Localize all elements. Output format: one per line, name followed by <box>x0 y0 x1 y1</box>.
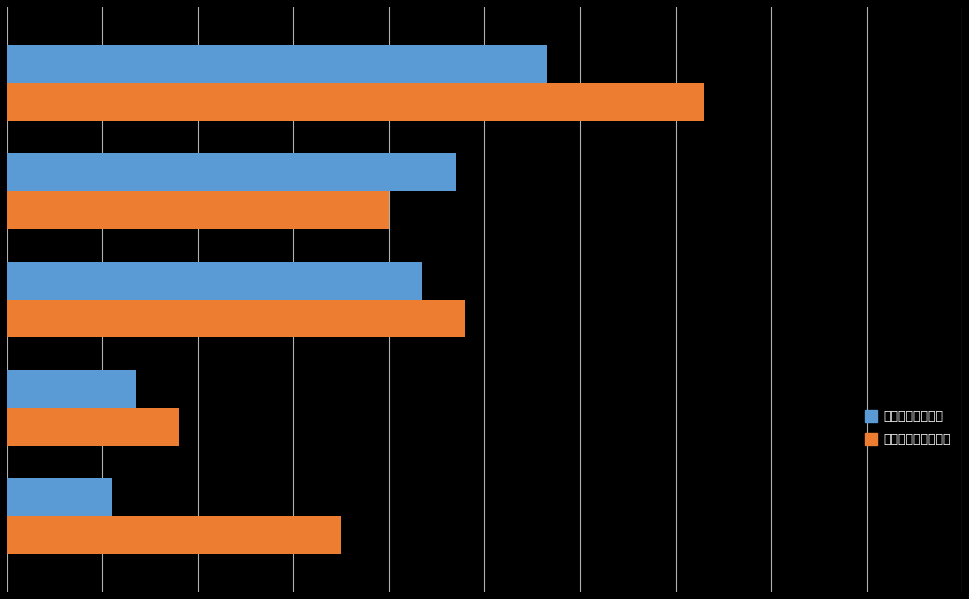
Bar <box>7 408 179 446</box>
Bar <box>7 153 455 191</box>
Bar <box>7 516 341 554</box>
Bar <box>7 83 704 121</box>
Bar <box>7 478 112 516</box>
Bar <box>7 300 465 337</box>
Bar <box>7 45 547 83</box>
Bar <box>7 370 136 408</box>
Bar <box>7 191 389 229</box>
Legend: 泊まった宿泊施設, 利用したい宿泊施設: 泊まった宿泊施設, 利用したい宿泊施設 <box>860 406 955 451</box>
Bar <box>7 262 422 300</box>
